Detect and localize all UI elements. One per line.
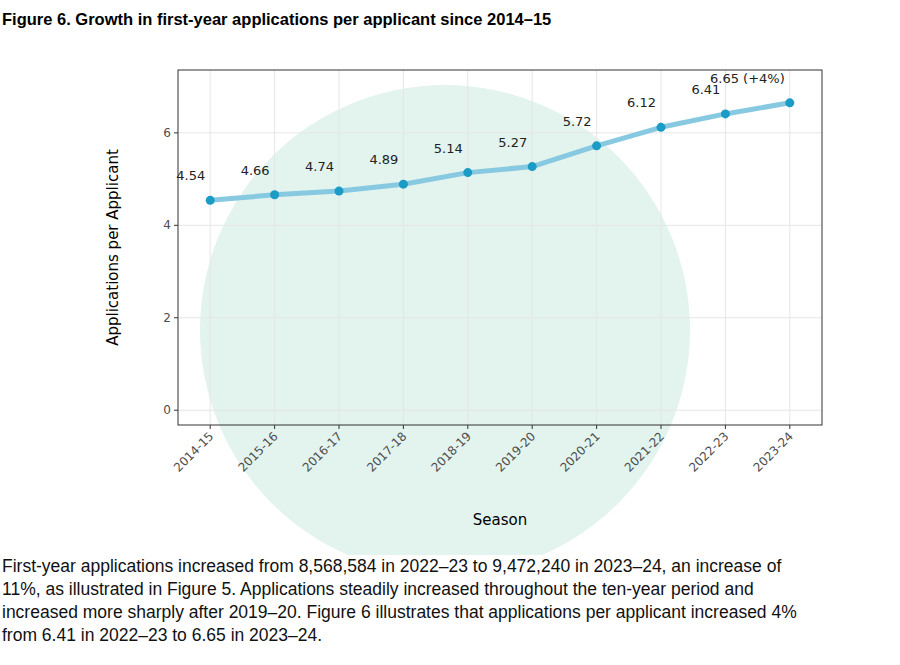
x-axis-label: Season <box>473 511 527 529</box>
page: {"chart_data": {"type": "line", "title":… <box>0 0 900 665</box>
y-tick <box>174 225 178 226</box>
data-label: 5.27 <box>498 135 527 150</box>
x-tick <box>467 425 468 429</box>
point <box>206 196 215 205</box>
x-grid-line <box>725 70 726 425</box>
chart: Figure 6. Growth in first-year applicati… <box>0 0 900 555</box>
x-tick-label: 2014-15 <box>171 429 216 474</box>
x-tick <box>596 425 597 429</box>
x-grid-line <box>339 70 340 425</box>
x-tick <box>403 425 404 429</box>
point <box>528 162 537 171</box>
x-tick <box>725 425 726 429</box>
x-tick <box>532 425 533 429</box>
y-tick-label: 2 <box>163 311 171 325</box>
point <box>399 180 408 189</box>
x-grid-line <box>532 70 533 425</box>
x-tick <box>274 425 275 429</box>
y-tick-label: 4 <box>163 218 171 232</box>
x-tick-label: 2020-21 <box>557 429 602 474</box>
y-tick <box>174 317 178 318</box>
point <box>592 141 601 150</box>
data-label: 4.54 <box>176 168 205 183</box>
y-tick-label: 6 <box>163 126 171 140</box>
x-tick <box>210 425 211 429</box>
data-label: 5.14 <box>434 141 463 156</box>
point <box>270 190 279 199</box>
data-label: 4.66 <box>241 163 270 178</box>
x-tick-label: 2019-20 <box>493 429 538 474</box>
x-tick <box>789 425 790 429</box>
x-grid-line <box>467 70 468 425</box>
background-decoration <box>200 85 690 555</box>
x-tick-label: 2021-22 <box>622 429 667 474</box>
x-tick-label: 2018-19 <box>429 429 474 474</box>
data-label: 6.65 (+4%) <box>710 71 785 86</box>
line <box>210 103 790 201</box>
plot-frame <box>178 70 822 425</box>
x-tick-label: 2016-17 <box>300 429 345 474</box>
y-tick <box>174 132 178 133</box>
y-axis-label: Applications per Applicant <box>104 149 122 346</box>
caption-line: from 6.41 in 2022–23 to 6.65 in 2023–24. <box>2 624 898 647</box>
point <box>335 187 344 196</box>
data-label: 6.12 <box>627 95 656 110</box>
caption-line: 11%, as illustrated in Figure 5. Applica… <box>2 578 898 601</box>
data-label: 4.89 <box>369 152 398 167</box>
title: Figure 6. Growth in first-year applicati… <box>2 10 551 28</box>
x-grid-line <box>596 70 597 425</box>
x-grid-line <box>210 70 211 425</box>
x-tick <box>339 425 340 429</box>
x-tick <box>661 425 662 429</box>
point <box>785 98 794 107</box>
caption: First-year applications increased from 8… <box>2 555 898 647</box>
point <box>721 109 730 118</box>
caption-line: First-year applications increased from 8… <box>2 555 898 578</box>
x-grid-line <box>789 70 790 425</box>
plot-area <box>206 98 795 205</box>
point <box>657 123 666 132</box>
x-grid-line <box>403 70 404 425</box>
y-tick-label: 0 <box>163 403 171 417</box>
y-tick <box>174 410 178 411</box>
x-grid-line <box>274 70 275 425</box>
data-label: 5.72 <box>563 114 592 129</box>
x-tick-label: 2015-16 <box>235 429 280 474</box>
x-tick-label: 2022-23 <box>686 429 731 474</box>
x-tick-label: 2023-24 <box>751 429 796 474</box>
caption-line: increased more sharply after 2019–20. Fi… <box>2 601 898 624</box>
point <box>463 168 472 177</box>
data-label: 4.74 <box>305 159 334 174</box>
x-tick-label: 2017-18 <box>364 429 409 474</box>
